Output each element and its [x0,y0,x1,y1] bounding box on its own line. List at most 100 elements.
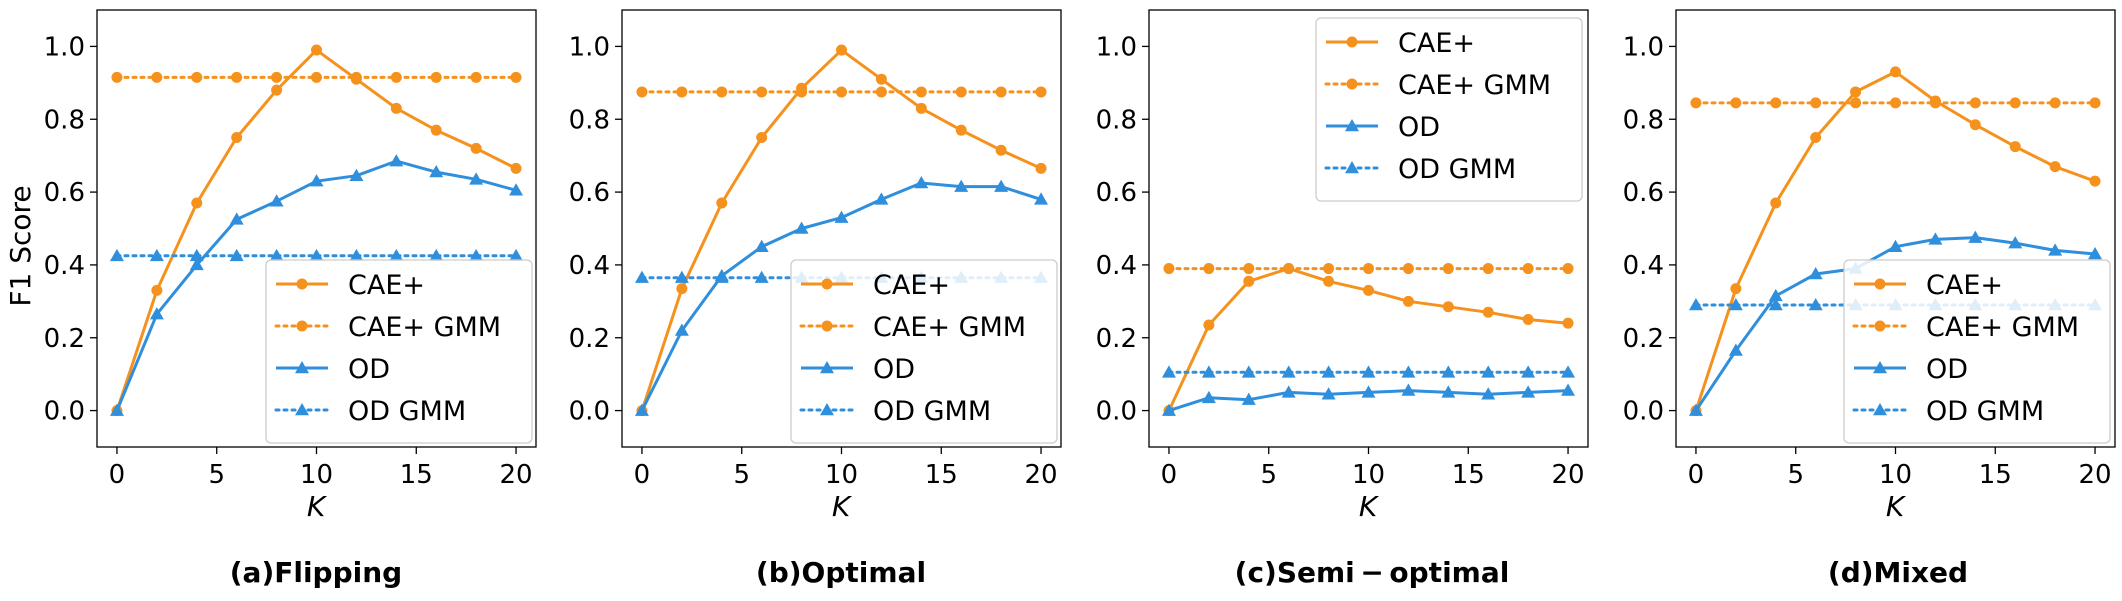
data-point-od-gmm [1441,365,1456,378]
x-tick-label: 15 [925,460,958,490]
data-point-cae-plus-gmm [1402,263,1414,275]
data-point-od [1561,383,1576,396]
data-point-od [1888,239,1903,252]
legend-swatch-marker [1873,361,1887,374]
x-axis-label-a: K [307,490,328,523]
data-point-od [1201,390,1216,404]
x-axis-label-d: K [1886,490,1907,523]
data-point-cae-plus [1730,283,1742,295]
data-point-od-gmm [714,270,729,283]
data-point-od [1928,232,1943,245]
y-tick-label: 0.0 [44,397,85,427]
data-point-od-gmm [1201,365,1216,378]
data-point-cae-plus-gmm [1850,97,1862,109]
legend-label: CAE+ GMM [1926,312,2079,343]
data-point-od [109,403,124,416]
legend-box [265,259,533,444]
y-tick-label: 0.8 [1623,105,1664,135]
data-point-od-gmm [674,270,689,283]
data-point-od [2088,246,2103,260]
legend-swatch-marker [1346,36,1358,48]
legend-swatch-marker [1873,403,1887,416]
data-point-cae-plus [1442,301,1454,313]
legend-box [1315,17,1583,202]
legend-label: OD GMM [348,396,466,427]
panel-d: 0 5 10 15 20 0.0 0.2 0.4 0.6 0.8 1.0 CAE+ CAE+ GMM O… [1623,9,2116,589]
data-point-od [1521,385,1536,398]
x-axis-label-b: K [832,490,853,523]
data-point-cae-plus-gmm [1522,263,1534,275]
data-point-cae-plus-gmm [716,86,728,98]
y-tick-label: 1.0 [1096,32,1137,62]
panel-a: 0 5 10 15 20 0.0 0.2 0.4 0.6 0.8 1.0 CAE+ CAE+ GMM O… [4,9,537,589]
data-point-cae-plus [1850,86,1862,98]
data-point-cae-plus-gmm [1363,263,1374,275]
y-tick-label: 0.2 [1623,324,1664,354]
data-point-od-gmm [509,248,524,262]
legend-box [1843,259,2111,444]
data-point-od [469,172,484,185]
x-tick-label: 10 [825,460,858,490]
data-point-cae-plus [1562,317,1574,329]
data-point-cae-plus-gmm [676,86,688,98]
legend-swatch-marker [296,278,308,290]
data-point-cae-plus [875,73,887,85]
legend-b: CAE+ CAE+ GMM OD OD GMM [790,259,1058,444]
legend-swatch-marker [1345,119,1359,132]
data-point-cae-plus-gmm [756,86,768,98]
legend-label: CAE+ GMM [873,312,1026,343]
data-point-cae-plus-gmm [2049,97,2061,109]
panel-c: 0 5 10 15 20 0.0 0.2 0.4 0.6 0.8 1.0 CAE+ CAE+ GMM O… [1096,9,1589,589]
y-tick-label: 0.6 [1623,178,1664,208]
data-point-cae-plus [151,284,163,296]
legend-label: CAE+ [1926,270,2003,301]
y-tick-label: 1.0 [569,32,610,62]
data-point-cae-plus [1969,119,1981,131]
legend-label: OD GMM [873,396,991,427]
x-axis-label-c: K [1359,490,1380,523]
data-point-od [349,168,364,181]
data-point-od [229,212,244,225]
data-point-cae-plus-gmm [231,71,243,83]
data-point-od-gmm [389,248,404,262]
data-point-cae-plus [430,124,442,136]
data-point-od-gmm [109,248,124,262]
data-point-cae-plus-gmm [1770,97,1782,109]
data-point-od [2008,236,2023,249]
data-point-cae-plus [470,142,482,154]
data-point-cae-plus [1770,197,1782,209]
data-point-cae-plus-gmm [1810,97,1822,109]
data-point-od [1034,192,1049,205]
data-point-od [1441,385,1456,398]
legend-swatch-marker [1346,78,1358,90]
data-point-cae-plus-gmm [151,71,163,83]
y-tick-label: 0.6 [1096,178,1137,208]
legend-label: CAE+ [873,270,950,301]
data-point-od-gmm [309,248,324,262]
y-tick-label: 0.0 [1623,397,1664,427]
data-point-od [2048,243,2063,256]
y-tick-label: 0.4 [1096,251,1137,281]
data-point-od [954,179,969,192]
data-point-od [674,323,689,336]
data-point-cae-plus [995,144,1007,156]
y-tick-label: 0.2 [1096,324,1137,354]
data-point-cae-plus [390,102,402,114]
data-point-od-gmm [1688,297,1703,311]
data-point-od-gmm [189,248,204,262]
x-tick-label: 20 [1024,460,1057,490]
data-point-od [1361,385,1376,398]
y-tick-label: 0.4 [44,251,85,281]
data-point-od [189,257,204,271]
caption-b: (b)Optimal [756,556,926,589]
data-point-cae-plus-gmm [2089,97,2101,109]
data-point-od [269,194,284,207]
data-point-od-gmm [229,248,244,262]
data-point-cae-plus-gmm [995,86,1007,98]
data-point-od-gmm [1808,297,1823,311]
data-point-od [1808,267,1823,280]
plot-area-a: 0 5 10 15 20 0.0 0.2 0.4 0.6 0.8 1.0 [44,9,537,490]
data-point-cae-plus-gmm [875,86,887,98]
data-point-cae-plus [1402,295,1414,307]
legend-label: OD [873,354,915,385]
